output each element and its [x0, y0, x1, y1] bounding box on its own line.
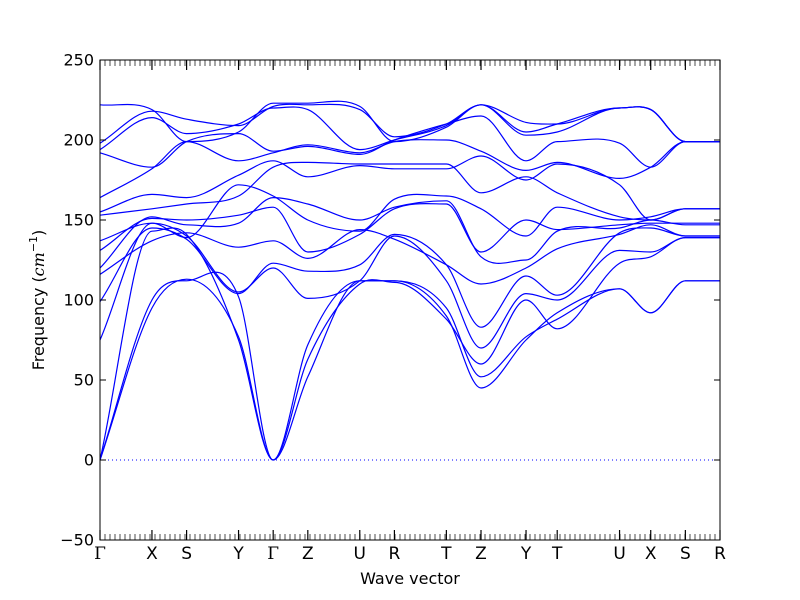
band-line-2	[99, 278, 720, 461]
y-tick-label: 200	[63, 131, 94, 150]
y-label-unit: cm	[29, 252, 48, 276]
band-line-11	[99, 155, 720, 221]
band-line-15	[99, 103, 720, 144]
y-tick-label: 50	[74, 371, 94, 390]
band-line-7	[99, 196, 720, 269]
y-label-suffix: )	[29, 230, 48, 236]
x-tick-label: X	[645, 544, 657, 564]
y-tick-label: 250	[63, 51, 94, 70]
y-tick-label: 0	[84, 451, 94, 470]
x-tick-label: X	[146, 544, 158, 564]
x-tick-label: Z	[475, 544, 487, 564]
x-tick-label: S	[680, 544, 691, 564]
x-tick-label: S	[181, 544, 192, 564]
band-line-16	[99, 100, 720, 143]
y-tick-label: −50	[60, 531, 94, 550]
band-line-4	[99, 222, 720, 349]
x-tick-label: T	[440, 544, 452, 564]
x-tick-label: U	[613, 544, 625, 564]
high-symmetry-tick-marks	[99, 60, 721, 540]
x-tick-label: Y	[520, 544, 532, 564]
y-tick-label: 100	[63, 291, 94, 310]
y-axis: −50 0 50 100 150 200 250	[60, 51, 720, 550]
band-line-12	[99, 139, 720, 199]
y-axis-label: Frequency (cm−1)	[27, 230, 48, 371]
x-tick-label: R	[389, 544, 401, 564]
x-tick-label: U	[354, 544, 366, 564]
band-line-10	[99, 161, 720, 221]
x-tick-label: R	[714, 544, 726, 564]
y-tick-label: 150	[63, 211, 94, 230]
band-line-13	[99, 115, 720, 168]
x-tick-label: Γ	[94, 544, 106, 564]
minor-tick-marks	[99, 60, 721, 540]
y-label-prefix: Frequency (	[29, 276, 48, 370]
x-tick-label: Y	[232, 544, 244, 564]
x-tick-label: Z	[302, 544, 314, 564]
x-axis-label: Wave vector	[360, 569, 460, 588]
band-line-6	[99, 224, 720, 285]
band-line-1	[99, 227, 720, 461]
x-tick-label: T	[551, 544, 563, 564]
band-line-8	[99, 203, 720, 253]
band-line-3	[99, 236, 720, 461]
series-layer	[99, 100, 720, 461]
y-label-exponent: −1	[27, 236, 40, 252]
plot-frame	[99, 59, 721, 541]
x-tick-label: Γ	[267, 544, 279, 564]
band-line-5	[99, 227, 720, 328]
